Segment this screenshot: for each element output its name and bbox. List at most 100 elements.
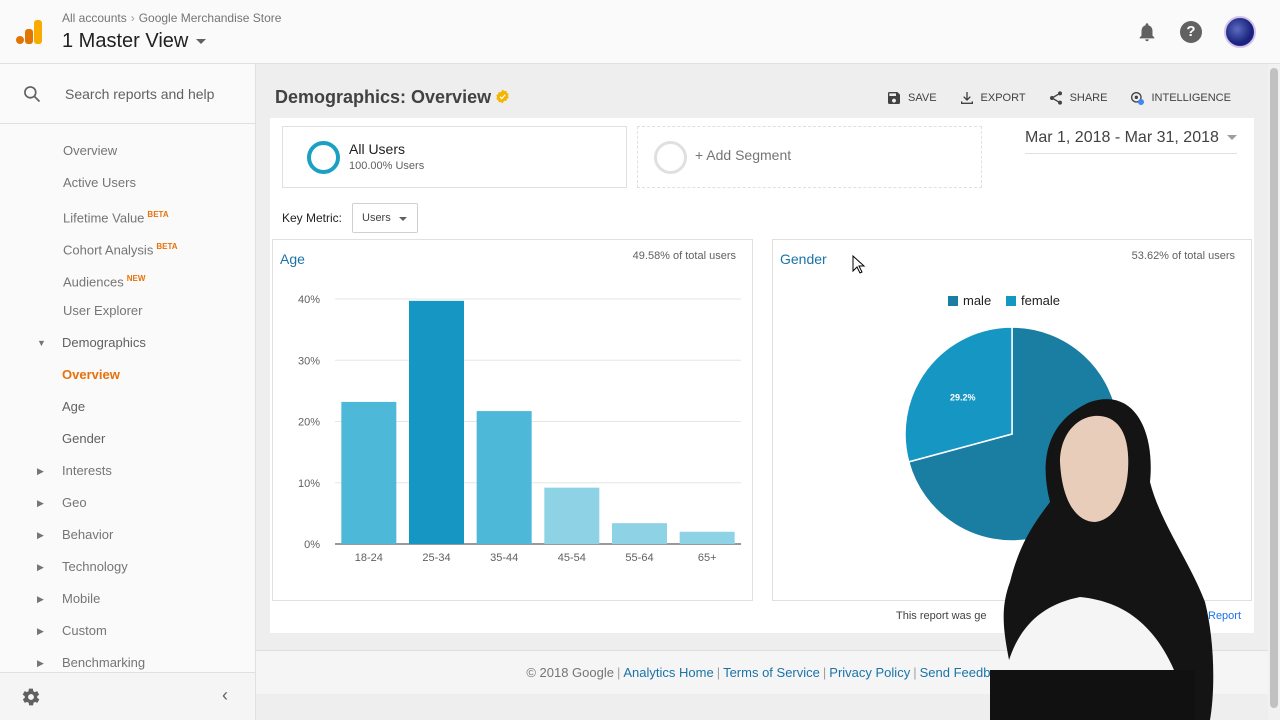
collapse-sidebar-icon[interactable]: ‹ [222,685,228,705]
gender-card: Gender 53.62% of total users male female 2… [772,239,1252,601]
bar-35-44[interactable] [476,411,532,544]
sidebar-item-label: Demographics [62,335,146,350]
sidebar-item-geo[interactable]: ▶ Geo [0,487,255,519]
sidebar-item-gender[interactable]: Gender [0,423,255,455]
sidebar-item-behavior[interactable]: ▶ Behavior [0,519,255,551]
sidebar-item-overview[interactable]: Overview [0,135,255,167]
sidebar-item-label: Geo [62,495,87,510]
intelligence-icon [1131,92,1145,105]
save-button[interactable]: SAVE [886,88,937,108]
view-name: 1 Master View [62,30,189,52]
legend-label-female[interactable]: female [1021,293,1060,308]
bar-25-34[interactable] [409,300,464,544]
legend-swatch-male [948,296,958,306]
x-tick-label: 45-54 [558,552,586,564]
bar-45-54[interactable] [544,487,600,544]
page-title: Demographics: Overview [275,87,510,108]
sidebar-item-active-users[interactable]: Active Users [0,167,255,199]
sidebar-item-user-explorer[interactable]: User Explorer [0,295,255,327]
age-card-meta: 49.58% of total users [632,250,736,262]
breadcrumb-property[interactable]: Google Merchandise Store [138,11,282,25]
footer-link-analytics-home[interactable]: Analytics Home [623,665,714,680]
legend-label-male[interactable]: male [963,293,991,308]
sidebar-item-benchmarking[interactable]: ▶ Benchmarking [0,647,255,679]
presenter-video-overlay [990,399,1214,720]
bar-65+[interactable] [679,531,735,544]
footer-link-privacy[interactable]: Privacy Policy [829,665,911,680]
sidebar-item-demographics[interactable]: ▼ Demographics [0,327,255,359]
search-input[interactable]: Search reports and help [65,86,215,102]
sidebar-item-label: Technology [62,559,128,574]
bar-18-24[interactable] [341,401,397,544]
notifications-bell-icon[interactable] [1136,21,1158,43]
save-label: SAVE [908,92,937,104]
date-range-value: Mar 1, 2018 - Mar 31, 2018 [1025,129,1219,146]
y-tick-label: 10% [298,478,320,490]
sidebar-item-label: Lifetime Value [63,210,145,226]
caret-right-icon: ▶ [37,658,44,668]
share-button[interactable]: SHARE [1048,88,1108,108]
pie-slice-female[interactable] [904,326,1013,463]
caret-down-icon: ▼ [37,338,46,348]
date-range-picker[interactable]: Mar 1, 2018 - Mar 31, 2018 [1025,129,1237,154]
view-selector[interactable]: 1 Master View [62,30,207,53]
new-badge: NEW [126,274,146,283]
segment-ring-icon [307,141,340,174]
caret-right-icon: ▶ [37,530,44,540]
gear-icon[interactable] [21,687,41,707]
download-icon [960,92,973,104]
export-label: EXPORT [980,92,1026,104]
footnote-report-link[interactable]: Report [1208,610,1242,622]
sidebar-item-demographics-overview[interactable]: Overview [0,359,255,391]
share-icon [1049,91,1062,105]
sidebar-footer: ‹ [0,672,255,720]
breadcrumb[interactable]: All accounts › Google Merchandise Store [62,11,281,25]
caret-right-icon: ▶ [37,594,44,604]
sidebar-item-label: Overview [62,367,120,382]
sidebar-item-audiences[interactable]: Audiences NEW [0,263,255,295]
sidebar-item-label: Gender [62,431,106,446]
caret-right-icon: ▶ [37,466,44,476]
age-bar-chart: 0% 10% 20% 30% 40% 18-24 25-34 35-44 45-54 55-64 6… [298,294,741,564]
caret-right-icon: ▶ [37,562,44,572]
avatar[interactable] [1224,16,1256,48]
intelligence-label: INTELLIGENCE [1151,92,1231,104]
sidebar-item-cohort-analysis[interactable]: Cohort Analysis BETA [0,231,255,263]
age-card-title[interactable]: Age [280,251,305,267]
add-segment-button[interactable]: + Add Segment [637,126,982,188]
sidebar-item-lifetime-value[interactable]: Lifetime Value BETA [0,199,255,231]
sidebar-item-interests[interactable]: ▶ Interests [0,455,255,487]
scrollbar-thumb[interactable] [1270,68,1278,708]
footer-link-feedback[interactable]: Send Feedba [919,665,998,680]
x-tick-label: 25-34 [422,552,450,564]
intelligence-button[interactable]: INTELLIGENCE [1129,88,1231,108]
scrollbar[interactable] [1268,64,1280,720]
breadcrumb-all-accounts[interactable]: All accounts [62,11,127,25]
sidebar-item-label: User Explorer [63,303,143,318]
caret-right-icon: ▶ [37,626,44,636]
y-tick-label: 30% [298,355,320,367]
bar-55-64[interactable] [612,523,667,544]
main-content: Demographics: Overview SAVE EXPORT SHARE… [256,64,1280,720]
sidebar-item-label: Cohort Analysis [63,242,154,258]
age-card: Age 49.58% of total users 0% 10% 20% 30% 40%… [272,239,753,601]
search-box[interactable]: Search reports and help [0,64,255,124]
analytics-logo-icon[interactable] [15,18,43,46]
sidebar-item-label: Age [62,399,86,414]
beta-badge: BETA [147,210,169,219]
caret-right-icon: ▶ [37,498,44,508]
sidebar-item-age[interactable]: Age [0,391,255,423]
segment-all-users[interactable]: All Users 100.00% Users [282,126,627,188]
nav-list: Overview Active Users Lifetime Value BETA… [0,135,255,679]
gender-card-title[interactable]: Gender [780,251,827,267]
sidebar-item-custom[interactable]: ▶ Custom [0,615,255,647]
export-button[interactable]: EXPORT [959,88,1026,108]
share-label: SHARE [1069,92,1108,104]
footer-link-terms[interactable]: Terms of Service [723,665,820,680]
help-icon[interactable]: ? [1180,21,1202,43]
sidebar-item-technology[interactable]: ▶ Technology [0,551,255,583]
top-bar: All accounts › Google Merchandise Store 1 … [0,0,1280,64]
sidebar-item-mobile[interactable]: ▶ Mobile [0,583,255,615]
key-metric-select[interactable]: Users [352,203,418,233]
sidebar-item-label: Interests [62,463,112,478]
